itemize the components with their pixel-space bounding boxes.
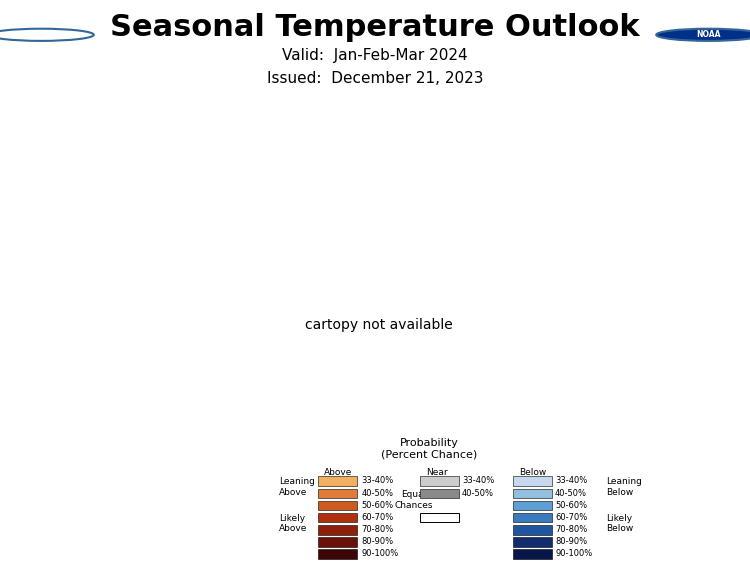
Text: Below
Normal: Below Normal: [519, 468, 552, 488]
FancyBboxPatch shape: [513, 488, 552, 498]
FancyBboxPatch shape: [318, 477, 357, 486]
Text: 40-50%: 40-50%: [555, 488, 587, 498]
FancyBboxPatch shape: [318, 537, 357, 546]
FancyBboxPatch shape: [318, 549, 357, 559]
FancyBboxPatch shape: [513, 513, 552, 523]
Text: Likely
Above: Likely Above: [279, 514, 308, 533]
Text: Issued:  December 21, 2023: Issued: December 21, 2023: [267, 71, 483, 86]
Text: 80-90%: 80-90%: [362, 537, 394, 546]
Text: Leaning
Below: Leaning Below: [606, 477, 642, 496]
Text: 33-40%: 33-40%: [555, 476, 587, 485]
Text: 33-40%: 33-40%: [362, 476, 394, 485]
Text: Likely
Below: Likely Below: [606, 514, 633, 533]
Text: 40-50%: 40-50%: [362, 488, 394, 498]
Text: Seasonal Temperature Outlook: Seasonal Temperature Outlook: [110, 13, 640, 42]
FancyBboxPatch shape: [513, 501, 552, 510]
FancyBboxPatch shape: [420, 488, 459, 498]
FancyBboxPatch shape: [318, 525, 357, 535]
FancyBboxPatch shape: [513, 477, 552, 486]
Text: 90-100%: 90-100%: [362, 549, 399, 558]
Text: 70-80%: 70-80%: [362, 525, 394, 534]
FancyBboxPatch shape: [318, 488, 357, 498]
Text: 50-60%: 50-60%: [555, 501, 587, 510]
FancyBboxPatch shape: [318, 513, 357, 523]
Text: 80-90%: 80-90%: [555, 537, 587, 546]
FancyBboxPatch shape: [420, 477, 459, 486]
Text: 90-100%: 90-100%: [555, 549, 592, 558]
FancyBboxPatch shape: [513, 525, 552, 535]
Text: 60-70%: 60-70%: [362, 513, 394, 522]
Text: cartopy not available: cartopy not available: [304, 318, 452, 332]
Text: 70-80%: 70-80%: [555, 525, 587, 534]
Text: Above
Normal: Above Normal: [324, 468, 357, 488]
Text: NOAA: NOAA: [697, 30, 721, 39]
Text: Equal
Chances: Equal Chances: [394, 490, 433, 510]
FancyBboxPatch shape: [513, 549, 552, 559]
Text: 50-60%: 50-60%: [362, 501, 394, 510]
FancyBboxPatch shape: [318, 501, 357, 510]
Text: Probability
(Percent Chance): Probability (Percent Chance): [381, 437, 477, 459]
Text: 60-70%: 60-70%: [555, 513, 587, 522]
Text: 40-50%: 40-50%: [462, 488, 494, 498]
Text: Leaning
Above: Leaning Above: [279, 477, 315, 496]
Text: 33-40%: 33-40%: [462, 476, 494, 485]
FancyBboxPatch shape: [513, 537, 552, 546]
Text: Near
Normal: Near Normal: [426, 468, 459, 488]
FancyBboxPatch shape: [420, 513, 459, 523]
Text: Valid:  Jan-Feb-Mar 2024: Valid: Jan-Feb-Mar 2024: [282, 48, 468, 63]
Circle shape: [656, 28, 750, 41]
